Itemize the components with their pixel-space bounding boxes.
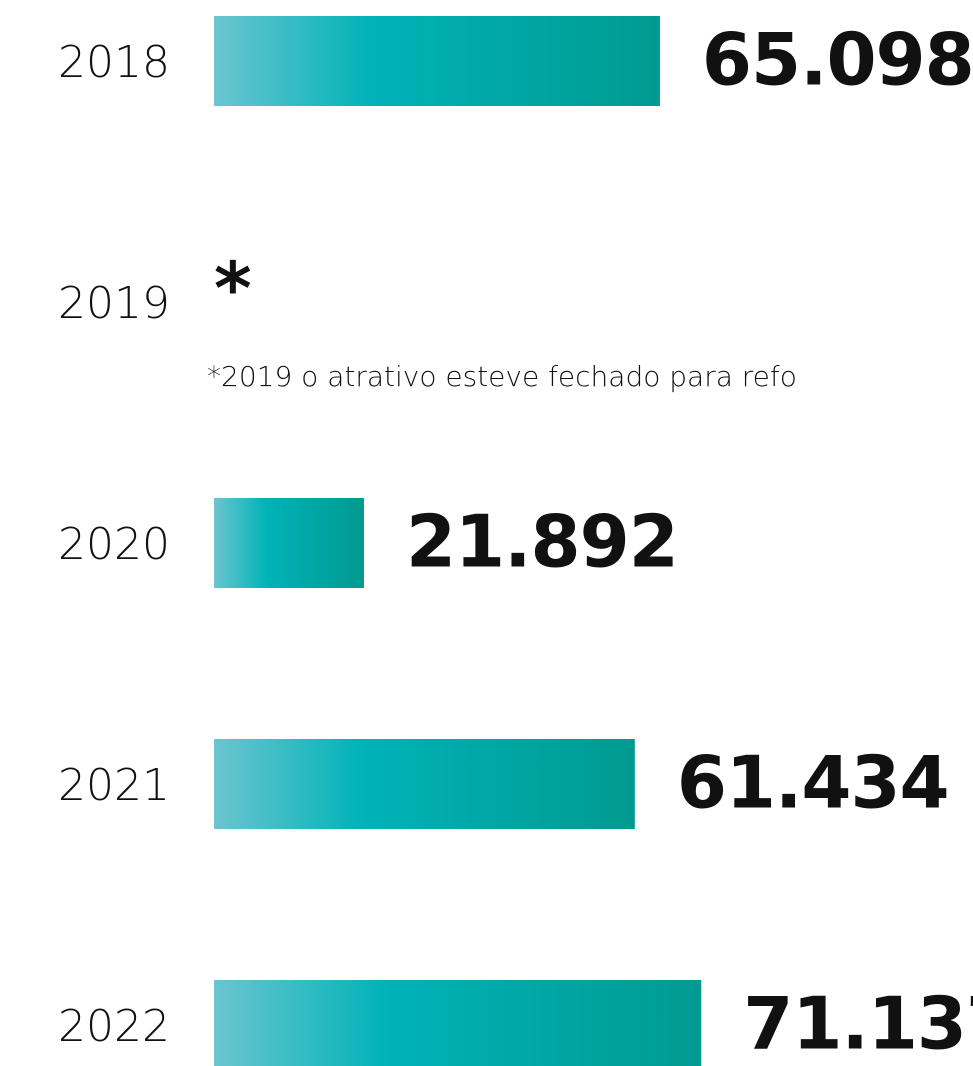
value-label: 71.137 bbox=[743, 982, 973, 1066]
bar bbox=[214, 16, 660, 106]
value-label: 21.892 bbox=[406, 500, 678, 584]
value-label: * bbox=[214, 247, 251, 331]
bar bbox=[214, 498, 364, 588]
annotation: *2019 o atrativo esteve fechado para ref… bbox=[207, 360, 797, 393]
bar bbox=[214, 980, 702, 1066]
category-label: 2019 bbox=[58, 278, 170, 329]
value-label: 61.434 bbox=[677, 741, 949, 825]
category-label: 2018 bbox=[58, 37, 170, 88]
category-label: 2021 bbox=[58, 760, 170, 811]
value-label: 65.098 bbox=[702, 18, 973, 102]
category-label: 2022 bbox=[58, 1001, 170, 1052]
bar bbox=[214, 739, 635, 829]
category-label: 2020 bbox=[58, 519, 170, 570]
